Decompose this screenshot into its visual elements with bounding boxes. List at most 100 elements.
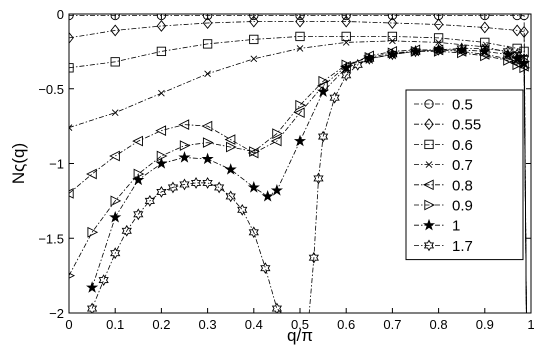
data-point xyxy=(69,31,74,44)
data-point xyxy=(249,146,260,157)
data-point xyxy=(225,190,236,203)
data-point xyxy=(479,42,490,55)
data-point xyxy=(512,14,522,21)
x-tick-label: 0.1 xyxy=(106,317,124,332)
y-tick-label: −1.5 xyxy=(38,231,64,246)
data-point xyxy=(313,172,324,185)
legend-box xyxy=(405,89,524,261)
legend-marker xyxy=(424,99,434,109)
x-tick-label: 0.6 xyxy=(337,317,355,332)
data-point xyxy=(308,251,319,264)
data-point xyxy=(201,152,214,165)
x-tick-label: 0.3 xyxy=(199,317,217,332)
data-point xyxy=(86,281,99,293)
data-point xyxy=(250,55,258,63)
data-point xyxy=(512,59,524,71)
data-point xyxy=(341,31,351,42)
data-point xyxy=(271,302,283,313)
data-point xyxy=(224,134,236,145)
data-point xyxy=(158,89,165,97)
data-point xyxy=(293,107,305,119)
x-tick-label: 0 xyxy=(65,317,72,332)
data-point xyxy=(480,14,490,21)
data-point xyxy=(190,177,202,189)
y-tick-label: −0.5 xyxy=(38,82,64,97)
data-point xyxy=(155,157,168,169)
data-point xyxy=(295,99,307,111)
data-point xyxy=(133,208,144,221)
data-point xyxy=(249,15,259,28)
legend-label: 0.5 xyxy=(452,97,473,114)
series-line xyxy=(69,15,527,313)
data-point xyxy=(249,34,259,45)
x-axis-label: q/π xyxy=(287,326,313,345)
data-point xyxy=(156,46,167,57)
data-point xyxy=(260,262,271,275)
data-point xyxy=(226,141,237,153)
data-point xyxy=(178,119,190,130)
data-point xyxy=(69,14,74,21)
y-tick-label: −1 xyxy=(49,157,64,172)
data-point xyxy=(156,19,167,32)
data-point xyxy=(69,124,73,131)
data-point xyxy=(261,190,274,202)
data-point xyxy=(433,43,444,56)
legend-marker xyxy=(423,239,435,252)
data-point xyxy=(132,173,145,186)
data-point xyxy=(341,69,352,82)
series-line xyxy=(91,49,527,313)
data-point xyxy=(69,272,76,279)
data-point xyxy=(410,45,421,58)
data-point xyxy=(156,150,168,162)
data-point xyxy=(121,224,132,237)
data-point xyxy=(132,135,143,147)
data-point xyxy=(202,16,213,29)
data-point xyxy=(387,14,398,21)
data-point xyxy=(98,274,109,287)
data-point xyxy=(518,52,530,65)
data-point xyxy=(341,14,351,21)
data-point xyxy=(202,137,214,148)
data-point xyxy=(109,210,122,223)
x-tick-label: 0.4 xyxy=(245,317,263,332)
legend: 0.5 0.55 0.6 0.7 0.8 0.9 1 1.7 xyxy=(405,89,524,261)
data-point xyxy=(435,39,442,46)
data-point xyxy=(179,178,190,191)
data-point xyxy=(237,203,248,216)
legend-marker xyxy=(424,199,436,211)
y-tick-label: −2 xyxy=(49,306,64,321)
data-point xyxy=(296,45,304,52)
data-point xyxy=(512,24,522,37)
legend-label: 0.9 xyxy=(452,198,473,215)
data-point xyxy=(87,226,99,238)
legend-marker xyxy=(422,218,436,231)
legend-label: 1.7 xyxy=(452,238,473,255)
x-tick-label: 0.2 xyxy=(152,317,170,332)
data-point xyxy=(317,85,330,97)
legend-marker xyxy=(425,161,433,168)
data-point xyxy=(352,58,363,71)
data-point xyxy=(247,147,259,159)
x-tick-label: 1 xyxy=(527,317,534,332)
data-point xyxy=(387,16,398,29)
data-point xyxy=(202,177,213,189)
data-point xyxy=(389,37,396,45)
data-point xyxy=(295,14,305,21)
data-point xyxy=(329,91,340,104)
data-point xyxy=(156,14,167,21)
legend-label: 0.8 xyxy=(452,177,473,194)
data-point xyxy=(295,15,305,28)
data-point xyxy=(512,48,523,61)
data-point xyxy=(224,163,237,175)
y-tick-label: 0 xyxy=(57,7,64,22)
data-point xyxy=(387,48,398,61)
legend-marker xyxy=(424,139,434,150)
data-point xyxy=(342,39,350,46)
series-line xyxy=(69,21,527,313)
series-line xyxy=(91,48,527,313)
data-point xyxy=(155,125,167,136)
data-point xyxy=(214,181,225,194)
data-point xyxy=(69,188,74,199)
data-point xyxy=(293,134,307,147)
data-point xyxy=(248,226,259,239)
